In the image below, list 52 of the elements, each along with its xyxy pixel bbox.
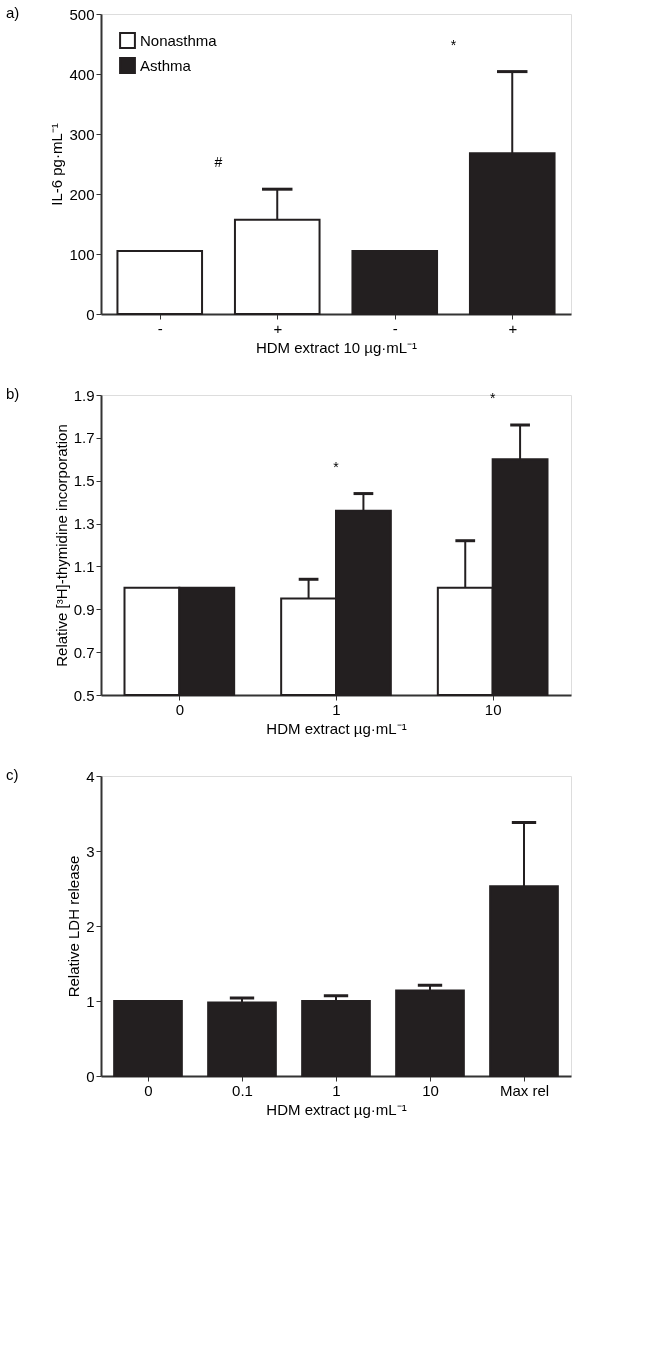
chart-title: c) bbox=[6, 766, 19, 783]
y-tick-label: 100 bbox=[69, 245, 95, 263]
y-tick-label: 1.1 bbox=[73, 557, 95, 575]
x-axis-title: HDM extract µg·mL⁻¹ bbox=[266, 1100, 407, 1118]
x-tick-label: + bbox=[508, 319, 518, 337]
legend-label: Nonasthma bbox=[140, 31, 218, 49]
x-tick-label: Max rel bbox=[499, 1081, 550, 1099]
x-tick-label: 10 bbox=[484, 700, 502, 718]
bar bbox=[301, 1000, 371, 1077]
x-tick-label: 0 bbox=[144, 1081, 153, 1099]
y-tick-label: 0.9 bbox=[73, 600, 95, 618]
y-axis-title: IL-6 pg·mL⁻¹ bbox=[48, 123, 66, 206]
x-axis-title: HDM extract 10 µg·mL⁻¹ bbox=[255, 338, 418, 356]
y-tick-label: 0.5 bbox=[73, 686, 95, 704]
y-axis-title: Relative LDH release bbox=[65, 855, 83, 998]
y-tick-label: 300 bbox=[69, 125, 95, 143]
y-tick-label: 500 bbox=[69, 5, 95, 23]
legend-label: Asthma bbox=[140, 56, 192, 74]
y-tick-label: 0 bbox=[86, 305, 95, 323]
bar bbox=[116, 250, 204, 315]
y-tick-label: 1.3 bbox=[73, 515, 95, 533]
x-tick-label: - bbox=[392, 319, 398, 337]
y-tick-label: 1 bbox=[86, 992, 95, 1010]
chart-title: b) bbox=[6, 385, 20, 402]
x-tick-label: 1 bbox=[332, 1081, 341, 1099]
y-tick-label: 200 bbox=[69, 185, 95, 203]
y-tick-label: 4 bbox=[86, 767, 95, 785]
y-axis-title: Relative [³H]-thymidine incorporation bbox=[52, 424, 70, 667]
chart-title: a) bbox=[6, 4, 20, 21]
y-tick-label: 2 bbox=[86, 917, 95, 935]
y-tick-label: 400 bbox=[69, 65, 95, 83]
x-tick-label: - bbox=[157, 319, 163, 337]
y-tick-label: 1.9 bbox=[73, 386, 95, 404]
x-tick-label: 1 bbox=[332, 700, 341, 718]
bar bbox=[395, 989, 465, 1077]
y-tick-label: 1.7 bbox=[73, 429, 95, 447]
bar bbox=[207, 1001, 277, 1077]
y-tick-label: 1.5 bbox=[73, 472, 95, 490]
x-tick-label: 10 bbox=[422, 1081, 439, 1099]
x-axis-title: HDM extract µg·mL⁻¹ bbox=[266, 719, 407, 737]
x-tick-label: + bbox=[273, 319, 283, 337]
bar bbox=[351, 250, 439, 315]
y-tick-label: 3 bbox=[86, 842, 95, 860]
bar bbox=[113, 1000, 183, 1077]
x-tick-label: 0.1 bbox=[232, 1081, 253, 1099]
x-tick-label: 0 bbox=[175, 700, 185, 718]
annotation: * bbox=[333, 458, 340, 475]
y-tick-label: 0.7 bbox=[73, 643, 95, 661]
annotation: # bbox=[214, 154, 223, 171]
annotation: * bbox=[489, 390, 496, 406]
y-tick-label: 0 bbox=[86, 1067, 95, 1085]
annotation: * bbox=[450, 36, 457, 53]
